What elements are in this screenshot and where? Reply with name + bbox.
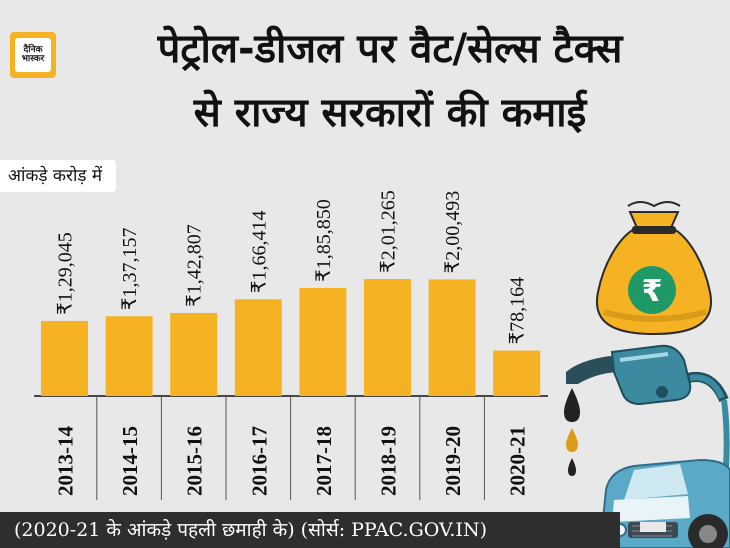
unit-label: आंकड़े करोड़ में <box>0 160 117 192</box>
title-line1: पेट्रोल-डीजल पर वैट/सेल्स टैक्स <box>157 26 623 72</box>
bar-value-label: ₹1,29,045 <box>55 232 77 315</box>
category-label: 2019-20 <box>441 426 465 496</box>
logo-text-line2: भास्कर <box>21 54 45 64</box>
bar-value-label: ₹2,01,265 <box>378 190 400 273</box>
bar-value-label: ₹78,164 <box>507 277 529 345</box>
oil-drop-icon <box>564 388 580 476</box>
hose-icon <box>721 399 730 469</box>
bar-value-label: ₹1,85,850 <box>313 199 335 282</box>
bar-value-label: ₹1,37,157 <box>119 228 141 311</box>
dainik-bhaskar-logo: दैनिक भास्कर <box>10 32 56 78</box>
bar-2018-19 <box>364 279 411 396</box>
bar-2016-17 <box>234 299 282 396</box>
title-line2: से राज्य सरकारों की कमाई <box>193 90 587 136</box>
car-icon <box>598 458 730 548</box>
bar-2019-20 <box>428 279 476 396</box>
bar-value-label: ₹1,42,807 <box>184 224 206 307</box>
bar-2013-14 <box>41 320 88 396</box>
category-label: 2017-18 <box>312 426 336 496</box>
logo-text-line1: दैनिक <box>23 44 43 55</box>
category-label: 2013-14 <box>54 426 78 496</box>
category-label: 2015-16 <box>183 426 207 496</box>
fuel-nozzle-icon <box>566 344 729 406</box>
bar-value-label: ₹1,66,414 <box>248 211 270 294</box>
category-label: 2014-15 <box>118 426 142 496</box>
bar-2020-21 <box>493 350 541 396</box>
svg-text:₹: ₹ <box>642 274 663 309</box>
category-label: 2018-19 <box>377 426 401 496</box>
bar-2014-15 <box>105 316 153 396</box>
category-label: 2016-17 <box>247 426 271 496</box>
footer-note: (2020-21 के आंकड़े पहली छमाही के) (सोर्स… <box>0 512 620 548</box>
category-label: 2020-21 <box>506 426 530 496</box>
bar-value-label: ₹2,00,493 <box>442 191 464 274</box>
bar-2017-18 <box>299 287 347 396</box>
rupee-icon: ₹ <box>628 266 676 314</box>
bar-2015-16 <box>170 312 218 396</box>
